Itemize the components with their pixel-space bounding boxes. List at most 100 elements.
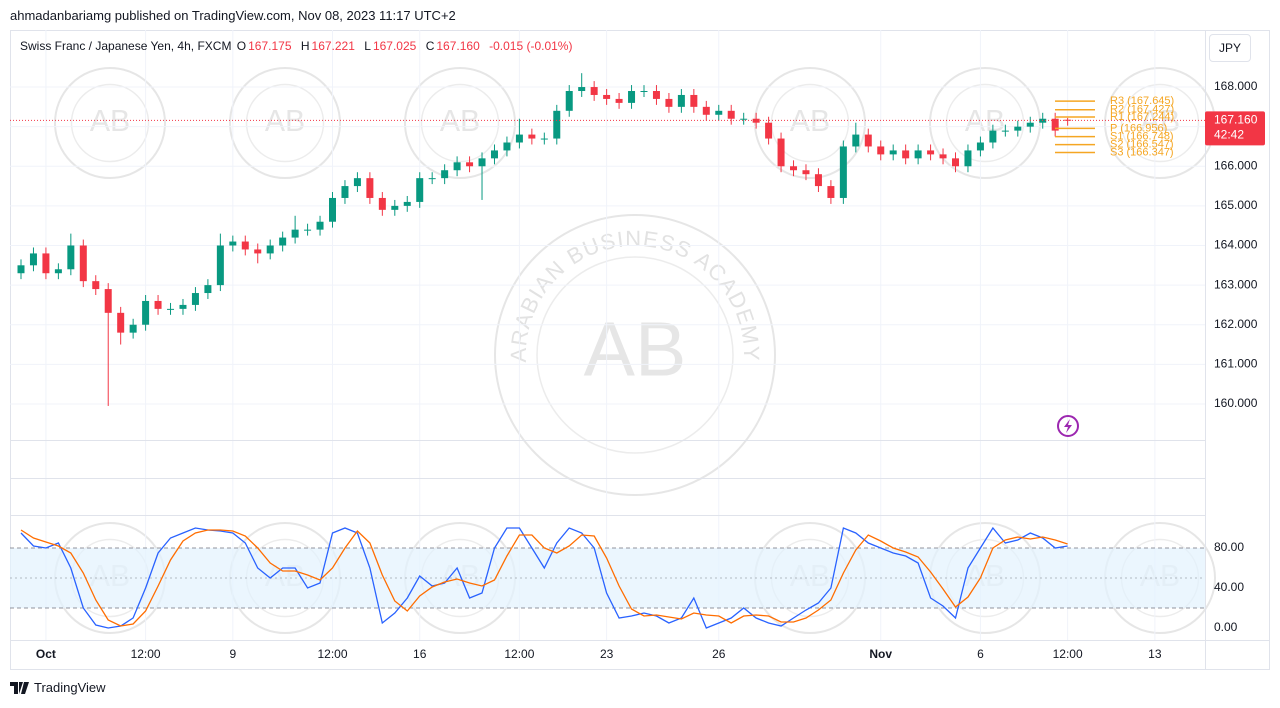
candle-body <box>241 241 249 250</box>
y-tick-label: 164.000 <box>1214 238 1258 252</box>
candle-body <box>952 158 959 167</box>
ohlc-value: 167.221 <box>311 39 355 53</box>
candle-body <box>142 300 150 325</box>
watermark-ring <box>494 214 776 496</box>
footer: TradingView <box>10 680 106 695</box>
candle-body <box>827 186 835 198</box>
candle-body <box>416 178 424 202</box>
x-tick-label: 16 <box>413 647 427 661</box>
candle-body <box>889 150 897 155</box>
candle-body <box>129 324 137 333</box>
candle-body <box>802 170 810 175</box>
candle-body <box>104 289 112 313</box>
watermark-ring <box>70 83 150 163</box>
x-tick-label: Nov <box>869 647 892 661</box>
y-tick-label: 0.00 <box>1214 620 1238 634</box>
watermark-ring <box>420 83 500 163</box>
candle-body <box>727 110 735 119</box>
candle-body <box>453 162 461 171</box>
stoch-line <box>20 529 1068 627</box>
candle-body <box>590 87 598 95</box>
candle-body <box>677 94 685 107</box>
x-tick-label: 12:00 <box>131 647 161 661</box>
candle-body <box>1064 119 1072 121</box>
candle-body <box>964 150 972 167</box>
candle-body <box>54 269 62 274</box>
candle-body <box>428 178 436 180</box>
brand: TradingView <box>34 680 106 695</box>
candle-body <box>366 178 374 198</box>
candle-body <box>17 265 25 274</box>
publish-header: ahmadanbariamg published on TradingView.… <box>10 8 456 23</box>
ohlc-key: L <box>364 39 371 53</box>
candle-body <box>939 154 947 159</box>
ohlc-value: 167.160 <box>436 39 480 53</box>
candle-body <box>864 134 872 147</box>
candle-body <box>1026 122 1034 127</box>
pivot-label: P (166.956) <box>1110 122 1167 134</box>
x-tick-label: 12:00 <box>317 647 347 661</box>
watermark-initials: AB <box>440 105 480 138</box>
watermark-initials: AB <box>1140 105 1180 138</box>
candle-body <box>752 118 760 123</box>
tv-logo <box>10 681 29 694</box>
y-tick-label: 168.000 <box>1214 79 1258 93</box>
candle-body <box>515 134 523 143</box>
watermark-initials: AB <box>965 105 1005 138</box>
candle-body <box>42 253 50 274</box>
last-price-label: 167.160 <box>1214 112 1258 126</box>
candle-body <box>403 201 411 206</box>
candle-body <box>765 122 773 139</box>
watermark-ring <box>1120 83 1200 163</box>
candle-body <box>540 138 548 140</box>
candle-body <box>1051 118 1059 131</box>
alert-icon[interactable] <box>1057 415 1079 437</box>
candle-body <box>976 142 984 151</box>
candle-body <box>652 91 660 99</box>
ohlc-key: H <box>300 39 310 53</box>
pivot-label: R1 (167.244) <box>1110 111 1174 123</box>
candle-body <box>117 312 125 333</box>
candle-body <box>353 178 361 187</box>
candle-body <box>67 245 75 270</box>
candle-body <box>640 91 648 93</box>
x-tick-label: 12:00 <box>1053 647 1083 661</box>
candle-body <box>304 229 312 231</box>
legend: Swiss Franc / Japanese Yen, 4h, FXCM O 16… <box>20 39 578 53</box>
ohlc-key: C <box>425 39 435 53</box>
candle-body <box>279 237 287 246</box>
candle-body <box>441 170 449 179</box>
y-tick-label: 162.000 <box>1214 317 1258 331</box>
y-tick-label: 160.000 <box>1214 396 1258 410</box>
candle-body <box>615 98 623 103</box>
candle-body <box>154 300 162 309</box>
candle-body <box>79 245 87 282</box>
x-tick-label: 9 <box>229 647 236 661</box>
candle-body <box>814 174 822 187</box>
pivot-label: S2 (166.547) <box>1110 139 1174 151</box>
candle-body <box>329 197 336 222</box>
countdown-label: 42:42 <box>1214 127 1244 141</box>
y-tick-label: 40.00 <box>1214 580 1244 594</box>
candle-body <box>92 281 100 290</box>
candle-body <box>565 91 573 111</box>
x-tick-label: 13 <box>1148 647 1162 661</box>
candle-body <box>167 308 175 310</box>
ohlc-value: 167.025 <box>372 39 417 53</box>
watermark-ring <box>754 67 866 179</box>
y-tick-label: 166.000 <box>1214 158 1258 172</box>
watermark-ring <box>945 83 1025 163</box>
candle-body <box>989 130 997 143</box>
change: -0.015 (-0.01%) <box>489 39 573 53</box>
watermark-ring <box>404 67 516 179</box>
y-tick-label: 80.00 <box>1214 540 1244 554</box>
currency-button[interactable]: JPY <box>1209 34 1251 62</box>
x-tick-label: 26 <box>712 647 726 661</box>
y-tick-label: 165.000 <box>1214 198 1258 212</box>
last-price-badge <box>1205 111 1265 146</box>
pivot-label: S1 (166.748) <box>1110 131 1174 143</box>
candle-body <box>378 197 386 210</box>
x-tick-label: 12:00 <box>504 647 534 661</box>
watermark-initials: AB <box>584 306 687 392</box>
